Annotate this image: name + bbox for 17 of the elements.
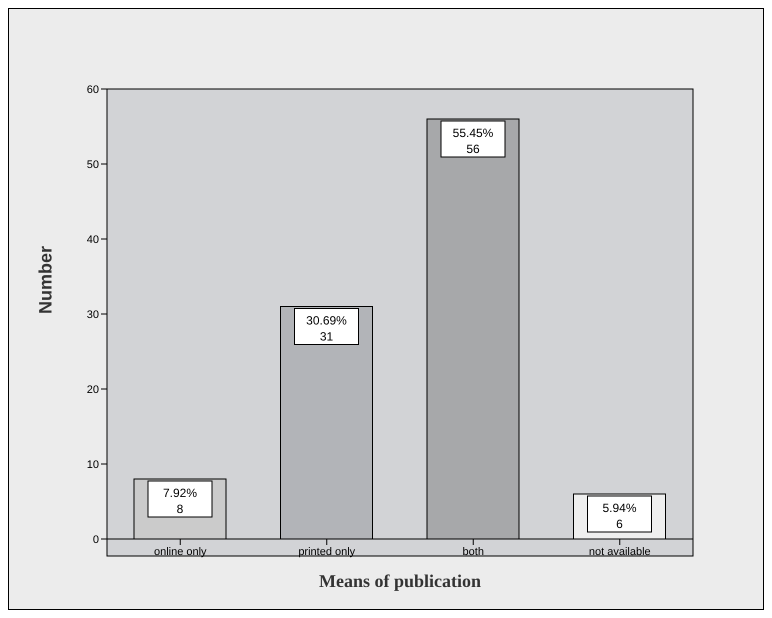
- x-tick-label: printed only: [298, 546, 356, 558]
- data-label: 5.94% 6: [602, 501, 637, 531]
- data-label: 7.92% 8: [162, 486, 198, 516]
- y-tick-label: 30: [86, 308, 99, 321]
- y-tick-label: 50: [86, 158, 99, 171]
- y-tick-label: 20: [86, 384, 99, 396]
- y-tick-label: 40: [86, 234, 99, 246]
- y-tick-label: 60: [86, 84, 99, 96]
- y-axis-title: Number: [35, 246, 56, 314]
- y-tick-label: 10: [86, 458, 99, 471]
- x-tick-label: both: [462, 546, 484, 558]
- data-label: 30.69% 31: [306, 314, 348, 344]
- x-tick-label: not available: [588, 546, 651, 558]
- x-axis-title: Means of publication: [318, 571, 482, 591]
- y-tick-label: 0: [92, 534, 99, 546]
- x-tick-label: online only: [154, 546, 208, 558]
- data-label: 55.45% 56: [452, 126, 494, 156]
